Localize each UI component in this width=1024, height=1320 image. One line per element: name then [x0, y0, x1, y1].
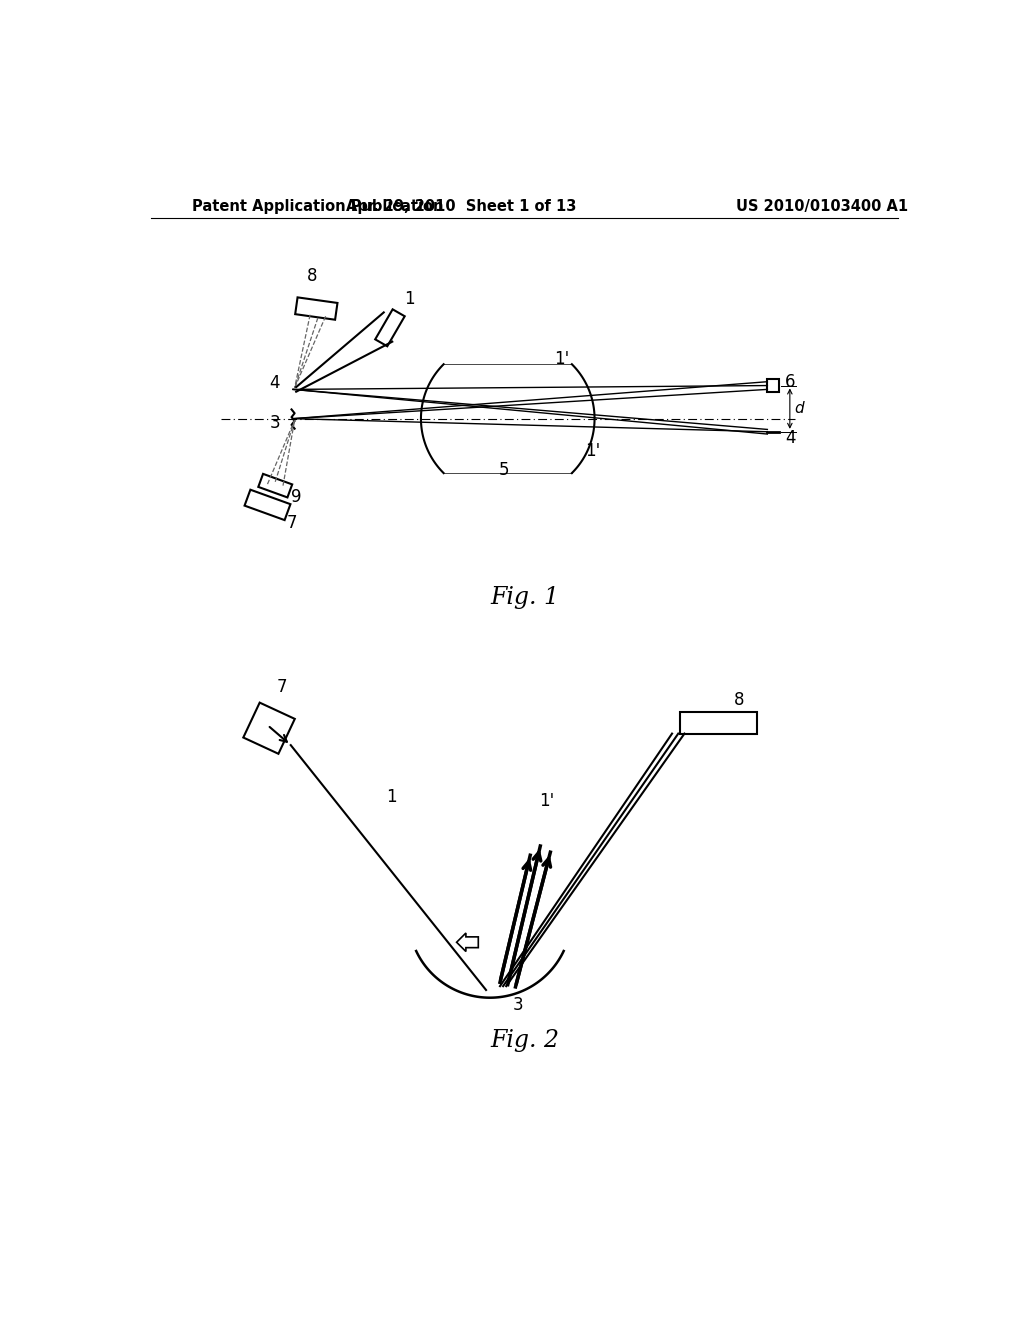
Text: 3: 3 — [269, 413, 280, 432]
FancyBboxPatch shape — [767, 379, 779, 392]
Text: Fig. 2: Fig. 2 — [490, 1028, 559, 1052]
FancyBboxPatch shape — [680, 711, 758, 734]
Text: 1: 1 — [386, 788, 397, 807]
Text: 1': 1' — [539, 792, 554, 810]
Text: 3: 3 — [513, 997, 524, 1014]
Text: 1: 1 — [403, 289, 415, 308]
Text: 4: 4 — [785, 429, 796, 447]
Text: 8: 8 — [307, 268, 317, 285]
Polygon shape — [244, 702, 295, 754]
Text: 5: 5 — [499, 461, 509, 479]
Text: 1': 1' — [586, 442, 601, 459]
Text: 7: 7 — [276, 678, 288, 696]
Text: 7: 7 — [287, 513, 297, 532]
Text: 6: 6 — [785, 372, 796, 391]
Polygon shape — [258, 474, 292, 498]
Text: Patent Application Publication: Patent Application Publication — [191, 198, 443, 214]
Text: US 2010/0103400 A1: US 2010/0103400 A1 — [735, 198, 907, 214]
Text: 4: 4 — [269, 375, 280, 392]
Polygon shape — [245, 490, 291, 520]
Polygon shape — [457, 933, 478, 952]
Text: d: d — [795, 401, 804, 416]
Polygon shape — [375, 309, 404, 346]
Polygon shape — [295, 297, 338, 319]
Text: Apr. 29, 2010  Sheet 1 of 13: Apr. 29, 2010 Sheet 1 of 13 — [346, 198, 577, 214]
Text: 9: 9 — [291, 488, 301, 506]
Text: Fig. 1: Fig. 1 — [490, 586, 559, 609]
Text: 8: 8 — [734, 690, 744, 709]
Text: 1': 1' — [554, 350, 569, 367]
